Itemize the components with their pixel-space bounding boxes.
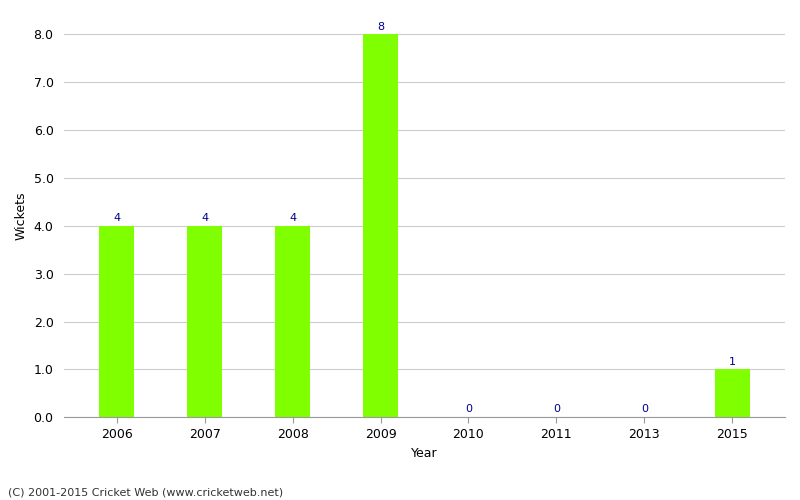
Text: (C) 2001-2015 Cricket Web (www.cricketweb.net): (C) 2001-2015 Cricket Web (www.cricketwe… [8, 488, 283, 498]
Y-axis label: Wickets: Wickets [15, 192, 28, 240]
Text: 0: 0 [553, 404, 560, 414]
Text: 8: 8 [377, 22, 384, 32]
Text: 1: 1 [729, 357, 736, 367]
Bar [99, 226, 134, 418]
Text: 0: 0 [465, 404, 472, 414]
Text: 4: 4 [289, 214, 296, 224]
X-axis label: Year: Year [411, 447, 438, 460]
Text: 4: 4 [201, 214, 208, 224]
Bar [275, 226, 310, 418]
Text: 4: 4 [113, 214, 120, 224]
Bar [363, 34, 398, 417]
Bar [714, 370, 750, 418]
Text: 0: 0 [641, 404, 648, 414]
Bar [187, 226, 222, 418]
